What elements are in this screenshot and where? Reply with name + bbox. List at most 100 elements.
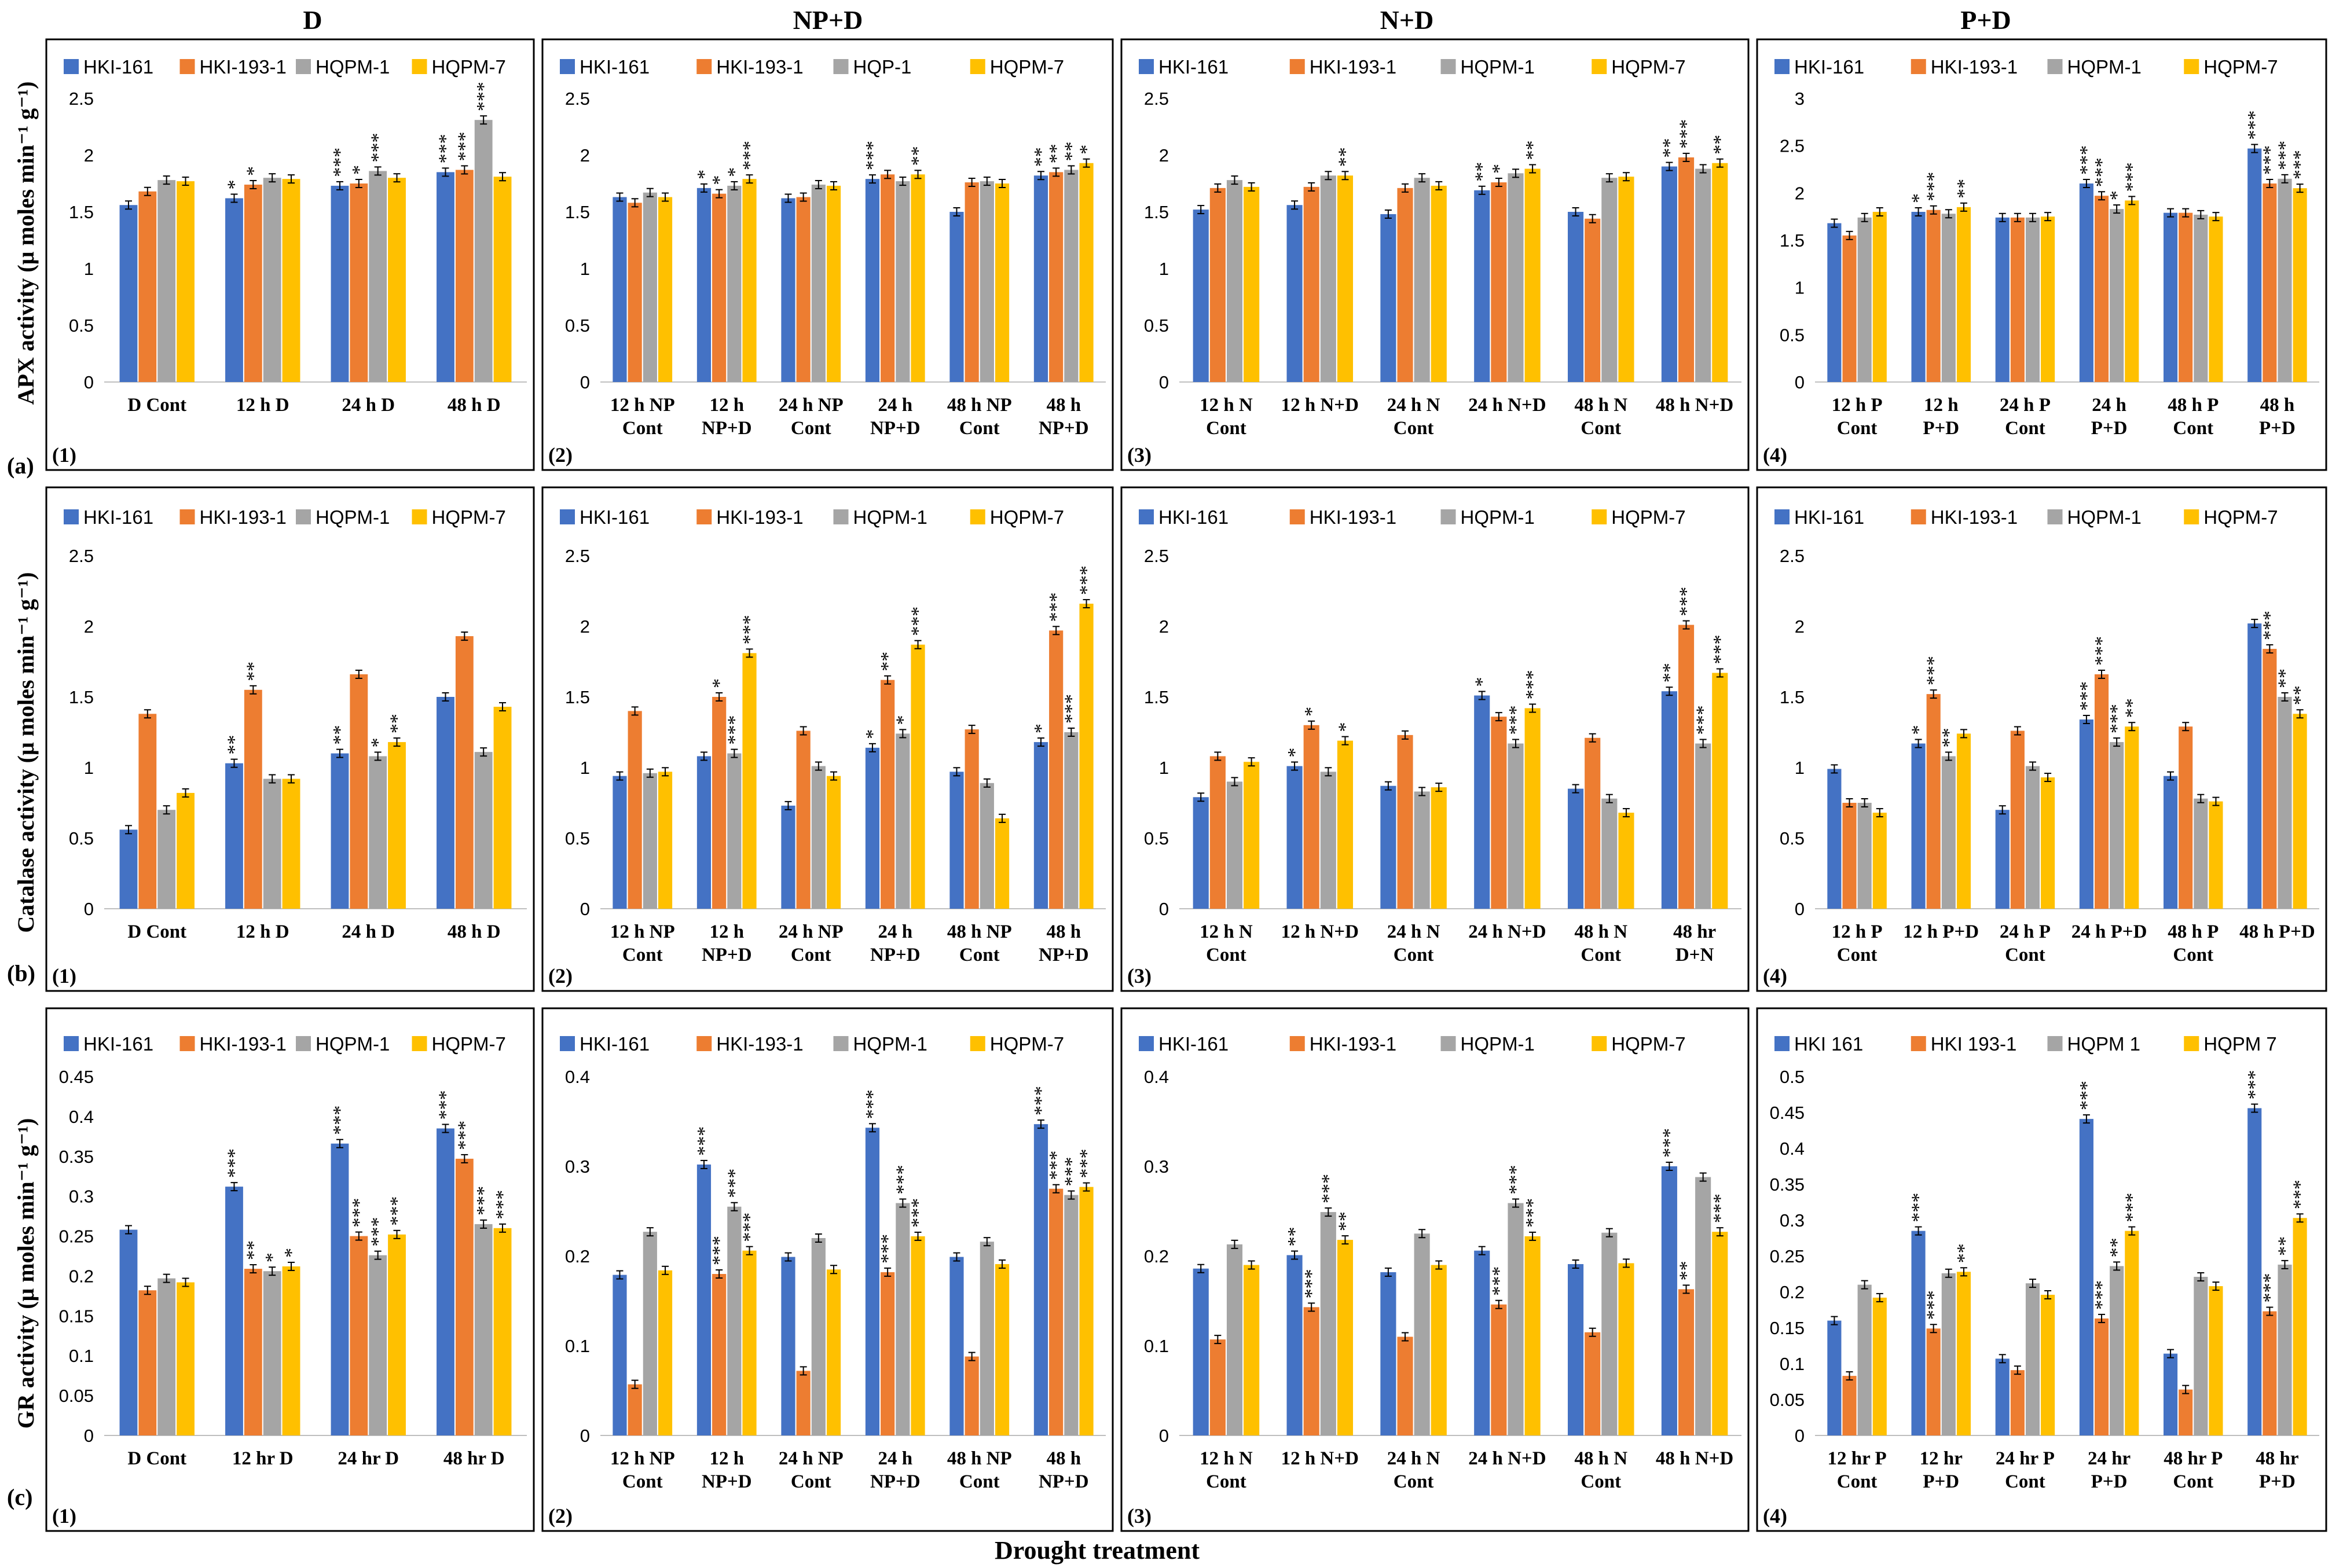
bar [177, 1282, 195, 1435]
chart-panel-gr-4: HKI 161 HKI 193-1 HQPM 1 HQPM 7 0 0.05 0.1 0.15… [1756, 1007, 2327, 1532]
bar [2194, 214, 2208, 382]
legend-swatch-2 [1289, 59, 1305, 74]
bar [1695, 743, 1711, 909]
bar [1524, 708, 1541, 909]
significance-marker: *** [435, 1090, 456, 1120]
significance-marker: *** [862, 1089, 883, 1119]
bar [2010, 730, 2025, 909]
legend-label: HQPM-1 [1461, 1033, 1535, 1055]
bar [2010, 1370, 2025, 1435]
y-tick-label: 0.4 [1780, 1139, 1805, 1159]
x-tick-label: 12 h [709, 921, 744, 942]
x-tick-label: Cont [622, 1471, 663, 1492]
y-tick-label: 2.5 [1144, 89, 1169, 109]
bar [1397, 188, 1413, 382]
bar [1926, 694, 1941, 909]
bar [2079, 1119, 2093, 1435]
x-tick-label: Cont [791, 945, 831, 965]
legend-swatch-4 [970, 509, 985, 524]
bar [881, 174, 895, 382]
bar [1995, 1358, 2010, 1435]
panel-frame [541, 38, 1114, 471]
significance-marker: *** [724, 1169, 745, 1198]
bar [742, 179, 757, 382]
significance-marker: *** [862, 141, 883, 170]
bar [742, 653, 757, 909]
significance-marker: *** [1710, 1194, 1731, 1223]
bar [1303, 725, 1319, 909]
x-tick-label: 24 h [2092, 395, 2126, 416]
bar [157, 1278, 176, 1435]
legend-swatch-3 [833, 1036, 849, 1051]
significance-marker: *** [329, 1106, 351, 1135]
y-tick-label: 1.5 [1780, 230, 1805, 251]
legend-label: HQPM-1 [1461, 56, 1535, 78]
significance-marker: *** [2259, 611, 2280, 640]
y-tick-label: 0.1 [1780, 1354, 1805, 1374]
x-tick-label: NP+D [1039, 945, 1089, 965]
bar [1941, 214, 1956, 382]
chart-panel-apx-1: HKI-161 HKI-193-1 HQPM-1 HQPM-7 0 0.5 1 1.5 2 2.5… [45, 38, 535, 471]
bar [1601, 798, 1618, 909]
y-tick-label: 2.5 [565, 89, 590, 109]
row-label-c: (c) [7, 1484, 32, 1510]
legend-label: HKI-161 [1158, 56, 1229, 78]
x-tick-label: 48 h P [2168, 921, 2219, 942]
bar [712, 1274, 727, 1435]
significance-marker: *** [2091, 157, 2113, 187]
legend-label: HKI-193-1 [1310, 506, 1396, 528]
significance-marker: *** [1046, 1151, 1067, 1180]
x-tick-label: P+D [2091, 418, 2128, 439]
legend-label: HQPM-1 [2067, 56, 2142, 78]
legend-label: HKI-161 [580, 1033, 650, 1055]
y-tick-label: 2 [580, 616, 590, 637]
bar [455, 1158, 474, 1435]
significance-marker: *** [1076, 1149, 1098, 1178]
bar [865, 179, 880, 382]
significance-marker: *** [1031, 1086, 1052, 1115]
bar [949, 1257, 964, 1435]
legend-swatch-4 [1592, 509, 1607, 524]
bar [1857, 217, 1872, 382]
bar [1911, 743, 1926, 909]
legend-swatch-2 [1289, 1036, 1305, 1051]
significance-marker: ** [877, 652, 899, 671]
bar [1049, 172, 1064, 382]
y-tick-label: 0 [84, 372, 94, 392]
legend-label: HKI-161 [580, 56, 650, 78]
legend-swatch-4 [412, 1036, 427, 1051]
x-tick-label: 48 h N [1574, 1448, 1627, 1469]
bar [282, 779, 300, 909]
significance-marker: *** [473, 82, 494, 111]
bar [811, 1238, 826, 1435]
significance-marker: *** [1505, 1165, 1527, 1195]
bar [2025, 217, 2040, 382]
x-tick-label: 12 hr P [1828, 1448, 1887, 1469]
bar [2179, 212, 2193, 382]
x-tick-label: 48 h [1046, 921, 1081, 942]
bar [826, 1269, 841, 1435]
legend-swatch-3 [1440, 59, 1456, 74]
bar [138, 714, 157, 909]
legend-label: HKI 193-1 [1931, 1033, 2017, 1055]
bar [2041, 216, 2055, 382]
panel-number: (1) [52, 964, 76, 987]
significance-marker: * [243, 166, 264, 176]
bar [1320, 772, 1336, 909]
bar [980, 181, 994, 382]
bar [1508, 173, 1524, 382]
significance-marker: *** [1710, 635, 1731, 664]
x-tick-label: 24 h P [2000, 921, 2051, 942]
y-tick-label: 0.35 [1770, 1174, 1805, 1195]
x-tick-label: 48 hr [2256, 1448, 2298, 1469]
legend-swatch-3 [2047, 59, 2063, 74]
legend-swatch-1 [560, 509, 575, 524]
significance-marker: *** [1061, 694, 1082, 724]
panel-frame [1756, 486, 2327, 992]
panel-number: (1) [52, 443, 76, 467]
x-tick-label: 12 h N [1200, 395, 1253, 416]
legend-swatch-1 [560, 59, 575, 74]
bar [1033, 742, 1048, 909]
legend-swatch-1 [1774, 59, 1790, 74]
chart-panel-catalase-3: HKI-161 HKI-193-1 HQPM-1 HQPM-7 0 0.5 1 1.5 2 2.5… [1120, 486, 1750, 992]
